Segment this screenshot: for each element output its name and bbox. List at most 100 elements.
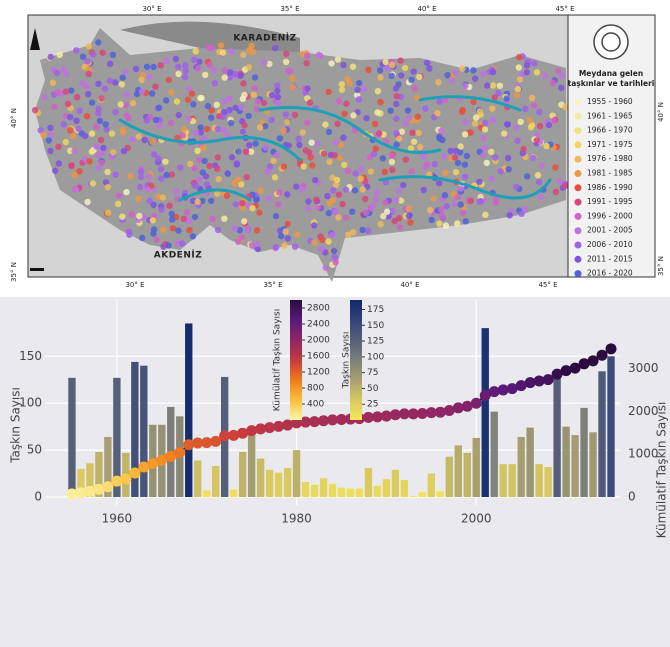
flood-dot (86, 158, 93, 165)
flood-dot (360, 85, 368, 93)
flood-dot (357, 165, 365, 172)
flood-dot (305, 205, 312, 213)
line-point (255, 423, 267, 435)
legend-swatch (574, 127, 582, 135)
bar (265, 469, 274, 497)
flood-dot (482, 211, 489, 218)
line-point (515, 380, 527, 392)
flood-dot (198, 94, 205, 102)
flood-dot (328, 232, 336, 239)
flood-dot (95, 105, 102, 113)
y2-tick-label: 1000 (628, 447, 659, 461)
flood-dot (196, 156, 203, 164)
flood-dot (405, 212, 413, 220)
flood-dot (370, 202, 377, 210)
river (418, 95, 522, 112)
flood-dot (210, 66, 217, 74)
flood-dot (51, 103, 58, 111)
flood-dot (331, 152, 338, 159)
colorbar-tick-label: 2800 (307, 304, 330, 314)
lat-label: 35° N (657, 256, 665, 276)
flood-dot (79, 53, 87, 60)
flood-dot (49, 79, 56, 86)
flood-dot (285, 142, 292, 149)
flood-dot (174, 134, 181, 142)
flood-dot (344, 76, 351, 83)
flood-dot (349, 63, 357, 70)
bar (364, 467, 373, 497)
flood-dot (481, 126, 489, 133)
flood-dot (339, 201, 346, 208)
flood-dot (545, 121, 553, 129)
flood-dot (214, 190, 221, 197)
line-point (542, 374, 554, 386)
flood-dot (345, 231, 352, 238)
y-tick-label: 0 (34, 490, 42, 504)
flood-dot (199, 169, 206, 176)
flood-dot (276, 189, 283, 196)
flood-dot (523, 173, 531, 180)
flood-dot (231, 225, 239, 232)
flood-dot (389, 166, 396, 173)
flood-dot (264, 168, 271, 175)
flood-dot (318, 245, 325, 252)
line-point (587, 355, 599, 367)
legend-title: taşkınlar ve tarihleri (568, 79, 655, 88)
flood-dot (526, 117, 533, 124)
flood-dot (328, 60, 335, 67)
flood-dot (196, 58, 203, 65)
flood-dot (76, 107, 83, 114)
flood-dot (374, 88, 382, 95)
flood-dot (379, 155, 387, 162)
flood-dot (106, 77, 114, 84)
colorbar-tick-label: 1600 (307, 352, 330, 362)
flood-dot (251, 85, 259, 92)
flood-dot (188, 90, 196, 97)
flood-dot (393, 93, 400, 100)
flood-dot (95, 110, 102, 117)
flood-dot (165, 76, 172, 84)
flood-dot (146, 197, 153, 205)
flood-dot (434, 110, 441, 117)
flood-dot (298, 186, 306, 194)
flood-dot (146, 73, 153, 80)
rivers (118, 95, 552, 202)
flood-dot (117, 101, 124, 108)
flood-dot (451, 200, 458, 207)
flood-dot (521, 205, 529, 213)
flood-dot (202, 71, 209, 79)
flood-dot (96, 117, 104, 125)
flood-dot (363, 115, 370, 122)
flood-dot (150, 63, 157, 71)
flood-dot (163, 97, 170, 104)
flood-dot (286, 68, 294, 75)
legend-label: 1991 - 1995 (587, 197, 633, 206)
flood-dot (505, 166, 512, 173)
flood-dot (397, 197, 405, 204)
flood-dot (280, 163, 288, 170)
flood-dot (145, 173, 153, 180)
flood-dot (533, 137, 540, 144)
flood-dot (118, 81, 126, 88)
flood-dot (307, 154, 314, 161)
flood-dot (483, 159, 490, 167)
line-point (605, 343, 617, 355)
line-point (398, 408, 410, 420)
bar (301, 481, 310, 497)
flood-dot (85, 90, 92, 98)
bar (445, 456, 453, 497)
flood-dot (442, 222, 450, 229)
flood-dot (282, 58, 290, 66)
flood-dot (55, 143, 62, 150)
flood-dot (517, 118, 524, 126)
flood-dot (374, 109, 381, 116)
bar (544, 466, 552, 497)
line-point (264, 422, 276, 434)
flood-dot (228, 48, 235, 55)
flood-dot (506, 212, 513, 219)
flood-dot (166, 202, 173, 209)
line-point (120, 473, 132, 485)
flood-dot (452, 69, 460, 77)
flood-dot (436, 98, 443, 105)
flood-dot (376, 130, 383, 137)
